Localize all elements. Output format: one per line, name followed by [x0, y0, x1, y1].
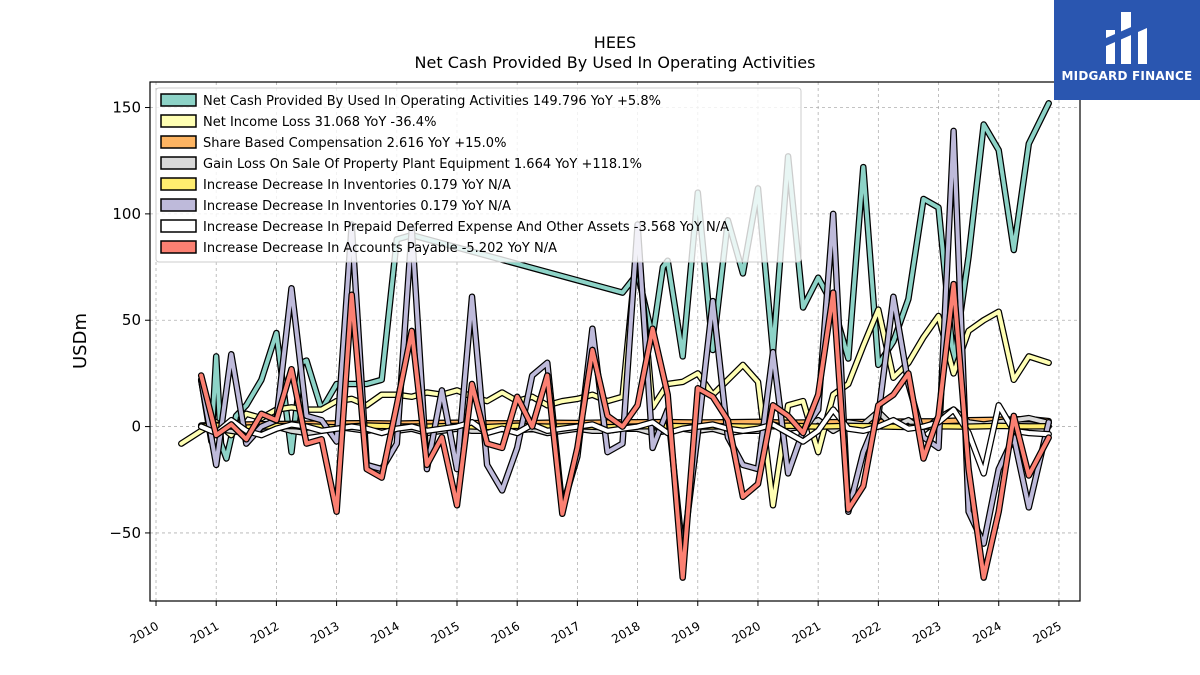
- legend-swatch: [160, 114, 197, 128]
- legend-swatch: [160, 135, 197, 149]
- x-tick-label: 2014: [368, 619, 401, 646]
- series-line: [179, 239, 1051, 508]
- brand-name: MIDGARD FINANCE: [1061, 69, 1193, 83]
- y-tick-label: 150: [112, 99, 141, 117]
- legend-label: Net Income Loss 31.068 YoY -36.4%: [203, 115, 436, 130]
- y-tick-label: 100: [112, 205, 141, 223]
- legend-label: Share Based Compensation 2.616 YoY +15.0…: [203, 136, 506, 151]
- legend-swatch: [160, 177, 197, 191]
- legend-swatch: [160, 198, 197, 212]
- x-tick-label: 2010: [128, 619, 161, 646]
- x-tick-label: 2022: [850, 619, 883, 646]
- plot-frame: [149, 81, 1081, 602]
- series-line: [199, 101, 1051, 461]
- y-axis-label: USDm: [70, 313, 91, 369]
- y-tick-label: −50: [109, 524, 141, 542]
- x-tick-label: 2017: [549, 619, 582, 646]
- y-tick-label: 50: [122, 311, 141, 329]
- series-line: [199, 282, 1051, 580]
- x-tick-label: 2021: [790, 619, 823, 646]
- x-tick-label: 2012: [248, 619, 281, 646]
- legend-label: Gain Loss On Sale Of Property Plant Equi…: [203, 157, 642, 172]
- legend-label: Increase Decrease In Accounts Payable -5…: [203, 241, 557, 256]
- legend-box: [155, 87, 802, 263]
- x-tick-label: 2018: [609, 619, 642, 646]
- x-tick-label: 2015: [429, 619, 462, 646]
- series-line: [199, 128, 1051, 557]
- y-tick-label: 0: [131, 418, 141, 436]
- x-tick-label: 2013: [308, 619, 341, 646]
- y-axis-ticks: −50 0 50 100 150: [109, 99, 150, 542]
- x-tick-label: 2023: [910, 619, 943, 646]
- x-tick-label: 2016: [489, 619, 522, 646]
- midgard-logo-icon: [1106, 12, 1147, 64]
- legend-label: Increase Decrease In Prepaid Deferred Ex…: [203, 220, 729, 235]
- legend-swatch: [160, 93, 197, 107]
- series-lines: [178, 100, 1052, 581]
- legend-label: Increase Decrease In Inventories 0.179 Y…: [203, 199, 511, 214]
- legend-label: Increase Decrease In Inventories 0.179 Y…: [203, 178, 511, 193]
- x-tick-label: 2020: [730, 619, 763, 646]
- chart-title: HEES: [594, 33, 636, 52]
- legend: Net Cash Provided By Used In Operating A…: [155, 87, 802, 263]
- legend-swatch: [160, 156, 197, 170]
- x-tick-label: 2024: [970, 619, 1003, 646]
- chart-subtitle: Net Cash Provided By Used In Operating A…: [415, 53, 816, 72]
- x-tick-label: 2011: [188, 619, 221, 646]
- legend-swatch: [160, 219, 197, 233]
- x-tick-label: 2019: [669, 619, 702, 646]
- brand-logo: MIDGARD FINANCE: [1054, 0, 1200, 100]
- legend-label: Net Cash Provided By Used In Operating A…: [203, 94, 661, 109]
- legend-swatch: [160, 240, 197, 254]
- x-tick-label: 2025: [1031, 619, 1064, 646]
- x-axis-ticks: 2010 2011 2012 2013 2014 2015 2016 2017 2018 2019…: [128, 601, 1064, 646]
